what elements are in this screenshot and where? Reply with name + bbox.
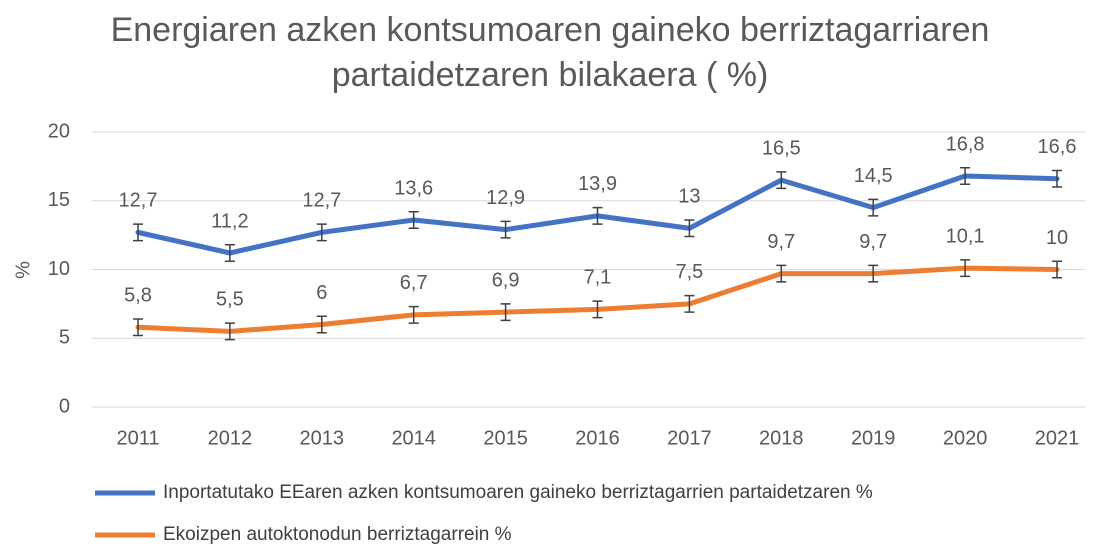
error-bar [500,303,511,322]
x-tick-label: 2019 [851,427,896,449]
data-label: 9,7 [767,231,795,253]
error-bar [224,244,235,262]
data-label: 16,6 [1038,136,1077,158]
x-tick-label: 2014 [391,427,436,449]
data-label: 10,1 [946,225,985,247]
data-label: 13,9 [578,173,617,195]
error-bar [868,198,879,217]
y-tick-label: 0 [59,395,70,417]
chart-subtitle: partaidetzaren bilakaera ( %) [332,56,769,94]
error-bar [1052,260,1062,279]
error-bar [408,211,419,229]
y-axis-label: % [12,261,34,279]
error-bar [776,264,787,283]
error-bar [684,294,695,313]
error-bar [960,259,971,278]
y-tick-label: 5 [59,327,70,349]
data-label: 13 [678,186,700,208]
data-label: 16,8 [946,133,985,155]
error-bar [133,318,143,337]
error-bar [408,305,419,324]
error-bar [960,167,971,185]
x-tick-label: 2015 [483,427,528,449]
x-tick-label: 2016 [575,427,620,449]
data-label: 13,6 [394,177,433,199]
data-label: 14,5 [854,165,893,187]
data-label: 12,7 [302,190,341,212]
x-tick-label: 2017 [667,427,712,449]
y-tick-label: 10 [48,258,70,280]
error-bar [316,223,327,242]
data-label: 12,7 [119,190,158,212]
data-label: 11,2 [211,210,248,232]
error-bar [592,300,603,319]
data-label: 6 [316,282,327,304]
legend-label: Inportatutako EEaren azken kontsumoaren … [163,482,873,503]
data-label: 5,5 [216,289,244,311]
error-bar [868,264,879,283]
error-bar [776,171,787,190]
x-tick-label: 2018 [759,427,804,449]
error-bar [316,315,327,334]
data-label: 6,7 [400,272,428,294]
error-bar [1052,169,1062,188]
x-tick-label: 2012 [208,427,253,449]
x-tick-label: 2021 [1035,427,1080,449]
data-label: 5,8 [124,285,152,307]
data-label: 12,9 [486,187,525,209]
data-label: 7,5 [675,261,703,283]
data-label: 10 [1046,227,1068,249]
y-tick-label: 15 [48,189,70,211]
data-label: 9,7 [859,231,887,253]
data-label: 7,1 [584,267,612,289]
chart-title: Energiaren azken kontsumoaren gaineko be… [111,11,990,49]
error-bar [684,219,695,238]
error-bar [224,322,235,341]
x-tick-label: 2013 [300,427,345,449]
legend-label: Ekoizpen autoktonodun berriztagarrein % [163,524,512,545]
data-label: 6,9 [492,269,520,291]
error-bar [500,220,511,239]
data-label: 16,5 [762,137,801,159]
error-bar [133,223,143,242]
x-tick-label: 2020 [943,427,988,449]
x-tick-label: 2011 [116,427,159,449]
y-tick-label: 20 [48,120,70,142]
error-bar [592,206,603,225]
